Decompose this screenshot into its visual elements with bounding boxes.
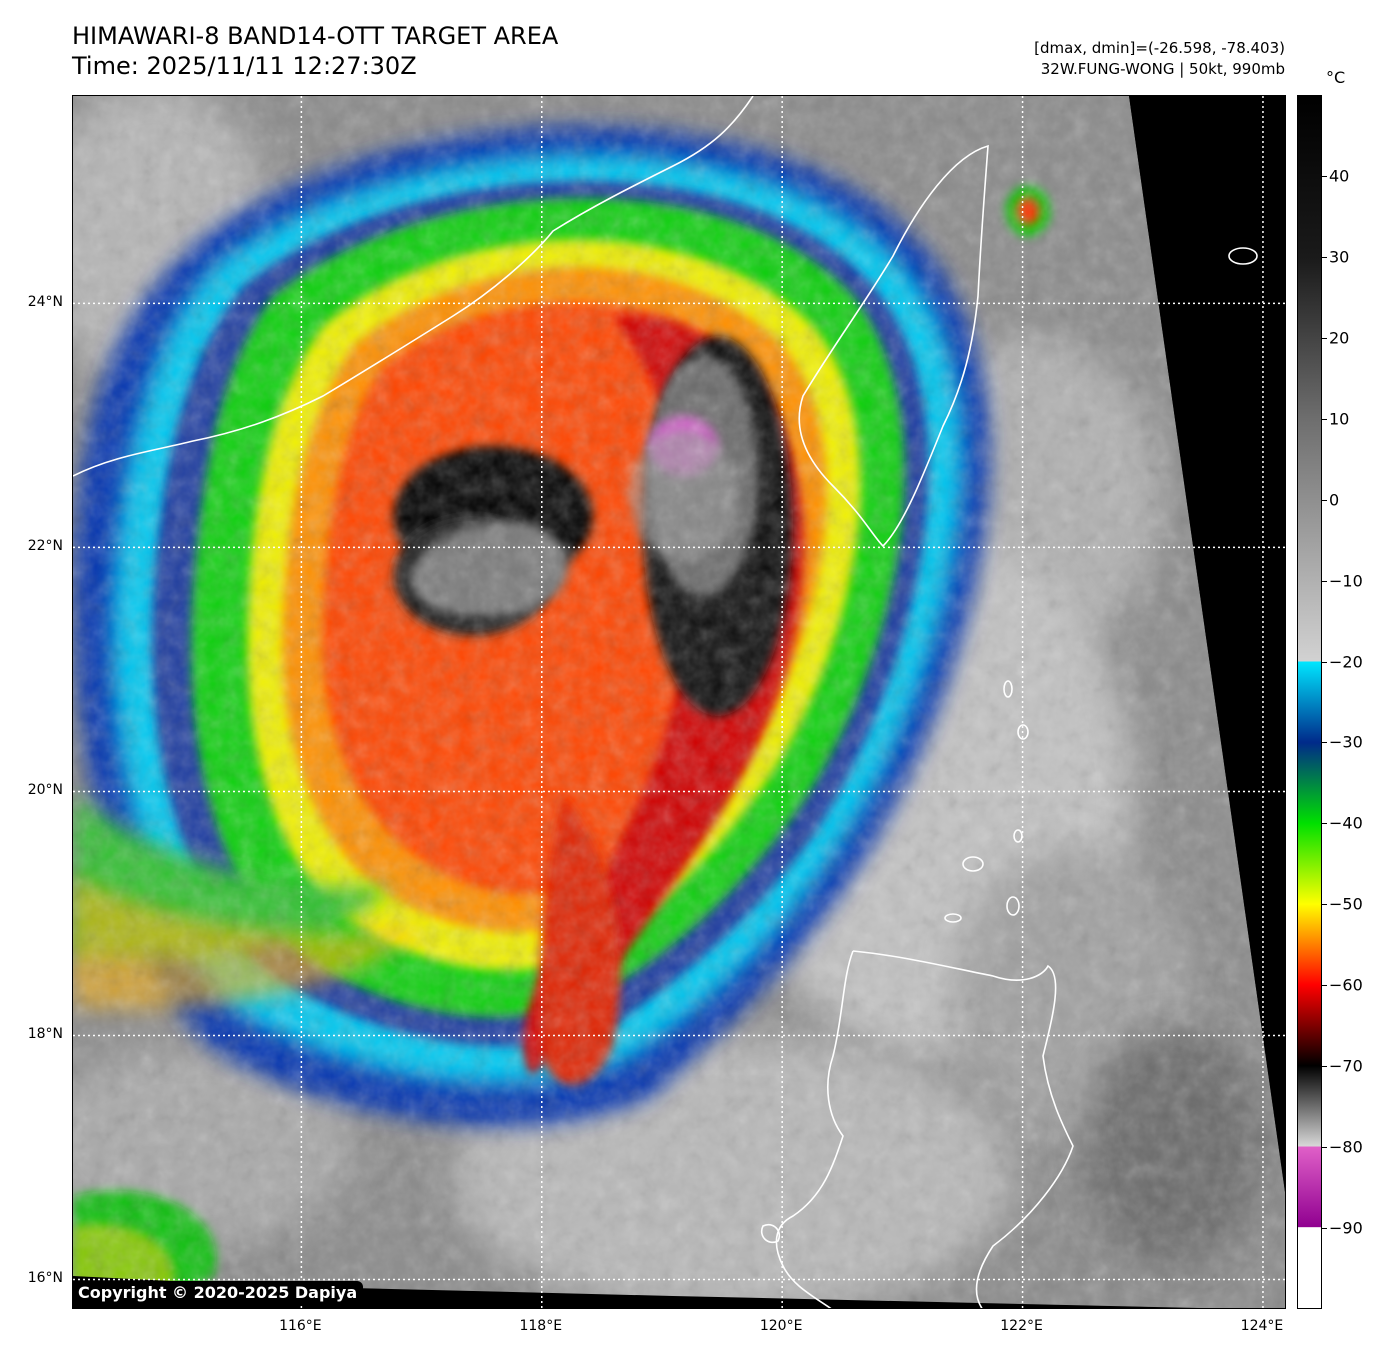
copyright-notice: Copyright © 2020-2025 Dapiya bbox=[73, 1281, 364, 1306]
colorbar-tick-label: 40 bbox=[1329, 166, 1350, 186]
colorbar-tick-mark bbox=[1322, 256, 1327, 258]
colorbar-tick-mark bbox=[1322, 337, 1327, 339]
colorbar-tick-label: 20 bbox=[1329, 328, 1350, 348]
colorbar-tick-label: −60 bbox=[1329, 975, 1363, 995]
colorbar-tick-label: −10 bbox=[1329, 571, 1363, 591]
colorbar-tick-label: −70 bbox=[1329, 1056, 1363, 1076]
colorbar-tick-mark bbox=[1322, 580, 1327, 582]
temperature-colorbar bbox=[1297, 95, 1322, 1309]
temperature-range: [dmax, dmin]=(-26.598, -78.403) bbox=[1034, 39, 1285, 57]
latitude-tick-label: 22°N bbox=[27, 538, 63, 555]
gridlines bbox=[73, 96, 1285, 1308]
longitude-tick-label: 118°E bbox=[519, 1318, 563, 1334]
colorbar-tick-label: 0 bbox=[1329, 490, 1340, 510]
colorbar-tick-label: −50 bbox=[1329, 894, 1363, 914]
latitude-tick-label: 24°N bbox=[27, 294, 63, 311]
colorbar-tick-label: −90 bbox=[1329, 1218, 1363, 1238]
colorbar-tick-mark bbox=[1322, 1228, 1327, 1230]
colorbar-tick-mark bbox=[1322, 904, 1327, 906]
map-title: HIMAWARI-8 BAND14-OTT TARGET AREA bbox=[72, 22, 559, 50]
map-timestamp: Time: 2025/11/11 12:27:30Z bbox=[72, 52, 417, 80]
colorbar-tick-mark bbox=[1322, 1066, 1327, 1068]
latitude-tick-label: 20°N bbox=[27, 782, 63, 799]
colorbar-tick-mark bbox=[1322, 499, 1327, 501]
colorbar-tick-mark bbox=[1322, 418, 1327, 420]
colorbar-tick-label: −30 bbox=[1329, 732, 1363, 752]
longitude-tick-label: 120°E bbox=[759, 1318, 803, 1334]
longitude-tick-label: 116°E bbox=[279, 1318, 322, 1334]
latitude-tick-label: 16°N bbox=[27, 1270, 63, 1287]
colorbar-tick-mark bbox=[1322, 175, 1327, 177]
colorbar-tick-mark bbox=[1322, 661, 1327, 663]
colorbar-tick-mark bbox=[1322, 1147, 1327, 1149]
colorbar-tick-mark bbox=[1322, 742, 1327, 744]
colorbar-tick-mark bbox=[1322, 985, 1327, 987]
satellite-map[interactable] bbox=[72, 95, 1286, 1309]
latitude-tick-label: 18°N bbox=[27, 1026, 63, 1043]
colorbar-tick-mark bbox=[1322, 823, 1327, 825]
no-data-region bbox=[1129, 96, 1285, 1192]
texture-overlay bbox=[73, 96, 1285, 1308]
colorbar-tick-label: 10 bbox=[1329, 409, 1350, 429]
longitude-tick-label: 124°E bbox=[1240, 1318, 1284, 1334]
storm-info: 32W.FUNG-WONG | 50kt, 990mb bbox=[1040, 60, 1285, 78]
colorbar-unit: °C bbox=[1326, 68, 1346, 87]
colorbar-tick-label: 30 bbox=[1329, 247, 1350, 267]
colorbar-tick-label: −80 bbox=[1329, 1137, 1363, 1157]
colorbar-tick-label: −20 bbox=[1329, 652, 1363, 672]
colorbar-tick-label: −40 bbox=[1329, 813, 1363, 833]
satellite-image bbox=[73, 96, 1285, 1308]
longitude-tick-label: 122°E bbox=[1000, 1318, 1043, 1334]
coastlines bbox=[73, 96, 1258, 1308]
